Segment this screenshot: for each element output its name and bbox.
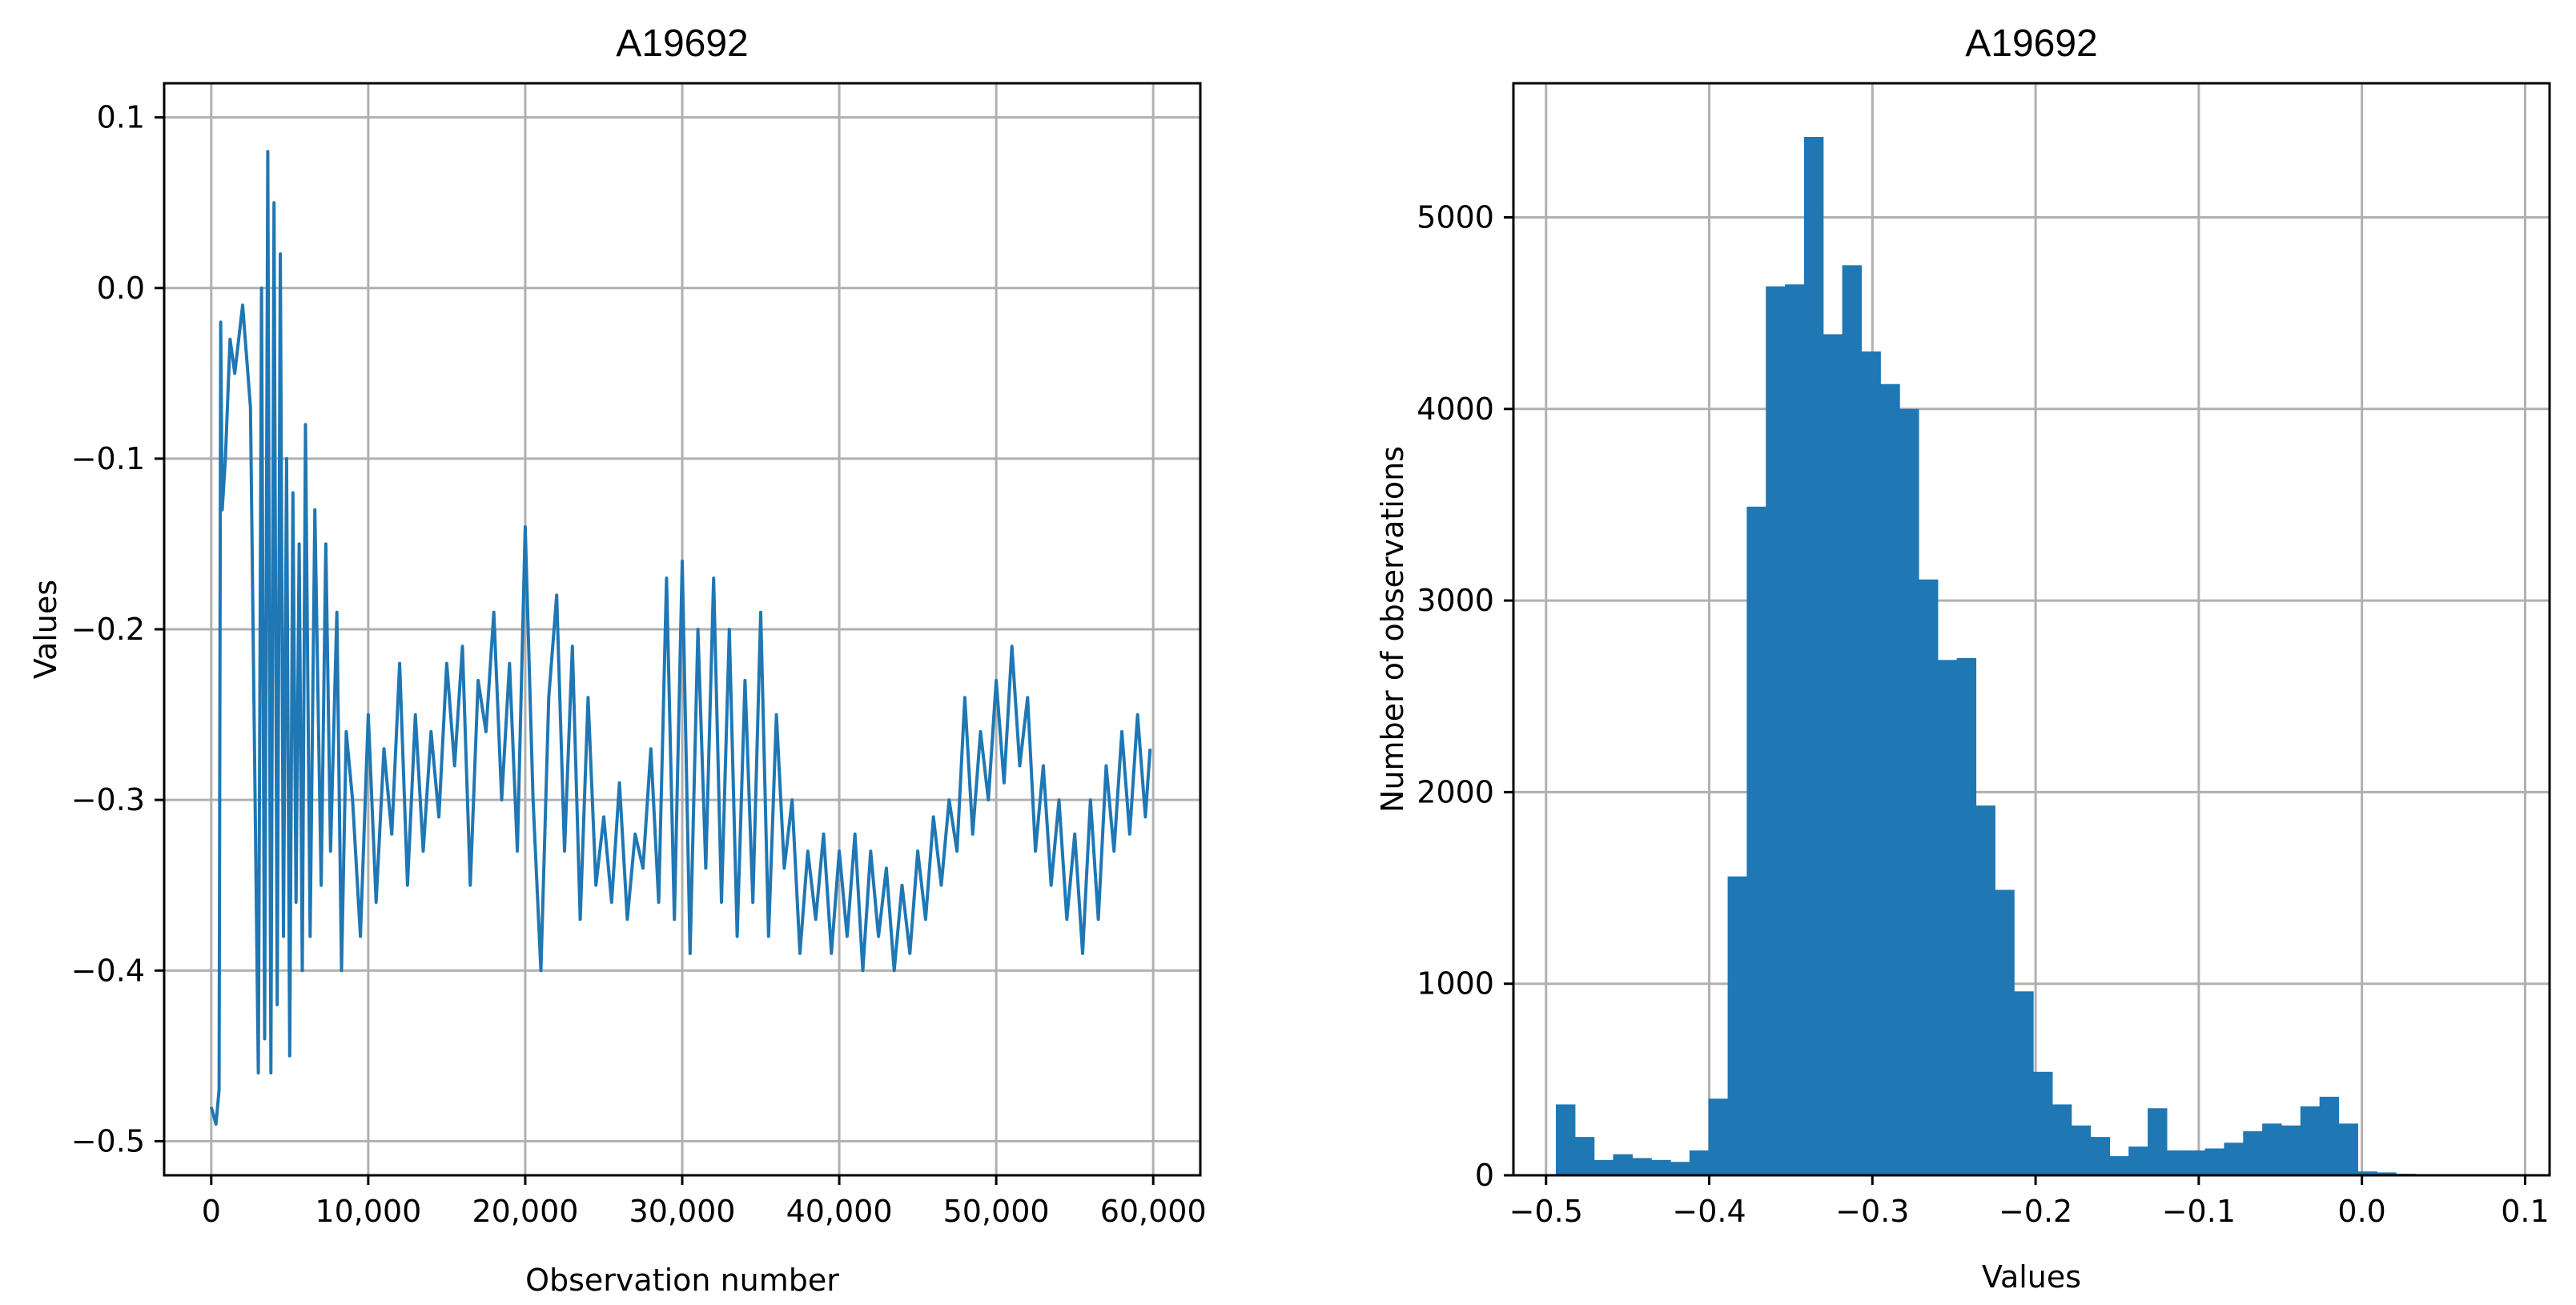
histogram-bar bbox=[2357, 1171, 2377, 1175]
line-chart-x-label: Observation number bbox=[525, 1263, 839, 1298]
histogram-bar bbox=[1842, 265, 1863, 1176]
histogram-bar bbox=[2090, 1137, 2110, 1175]
histogram-bar bbox=[2262, 1123, 2282, 1175]
histogram-bar bbox=[2033, 1071, 2053, 1175]
histogram-bar bbox=[2071, 1125, 2092, 1175]
histogram-bar bbox=[2243, 1130, 2263, 1175]
histogram-bar bbox=[2300, 1106, 2321, 1175]
histogram-bar bbox=[2185, 1150, 2206, 1175]
histogram-bar bbox=[2052, 1104, 2072, 1175]
histogram-bar bbox=[1975, 805, 1995, 1175]
histogram-bars bbox=[1555, 137, 2511, 1176]
x-tick-label: −0.2 bbox=[1999, 1194, 2072, 1229]
histogram-title: A19692 bbox=[1965, 22, 2098, 65]
x-tick-label: −0.1 bbox=[2162, 1194, 2236, 1229]
x-tick-label: 0.1 bbox=[2501, 1194, 2549, 1229]
histogram-bar bbox=[1632, 1158, 1652, 1175]
histogram-bar bbox=[1861, 351, 1881, 1175]
x-tick-label: 40,000 bbox=[786, 1194, 893, 1229]
x-tick-label: 60,000 bbox=[1100, 1194, 1207, 1229]
y-tick-label: 3000 bbox=[1417, 583, 1494, 618]
histogram-bar bbox=[1727, 876, 1747, 1175]
histogram-bar bbox=[2014, 991, 2034, 1175]
y-tick-label: −0.1 bbox=[71, 441, 145, 476]
histogram-bar bbox=[1689, 1150, 1710, 1175]
y-tick-label: 0.1 bbox=[97, 100, 145, 135]
histogram-bar bbox=[1555, 1104, 1576, 1175]
histogram-bar bbox=[1766, 286, 1786, 1175]
histogram-bar bbox=[1708, 1098, 1729, 1175]
histogram-bar bbox=[2338, 1123, 2358, 1175]
histogram-bar bbox=[1593, 1159, 1614, 1175]
histogram-bar bbox=[2166, 1150, 2187, 1175]
histogram-bar bbox=[1574, 1137, 1595, 1175]
y-tick-label: 1000 bbox=[1417, 966, 1494, 1002]
line-chart-y-ticks: −0.5 −0.4 −0.3 −0.2 −0.1 0.0 0.1 bbox=[71, 100, 164, 1158]
y-tick-label: −0.2 bbox=[71, 612, 145, 647]
histogram-bar bbox=[1670, 1162, 1690, 1175]
histogram-x-label: Values bbox=[1982, 1259, 2081, 1295]
histogram-bar bbox=[1918, 579, 1939, 1175]
histogram-panel: −0.5 −0.4 −0.3 −0.2 −0.1 0.0 0.1 0 1000 2000 3000… bbox=[1375, 22, 2551, 1295]
histogram-bar bbox=[1899, 408, 1919, 1175]
line-chart-x-ticks: 0 10,000 20,000 30,000 40,000 50,000 60,000 bbox=[202, 1175, 1207, 1229]
line-chart-title: A19692 bbox=[616, 22, 749, 65]
histogram-bar bbox=[1613, 1154, 1633, 1175]
histogram-bar bbox=[2319, 1096, 2340, 1175]
histogram-bar bbox=[1651, 1159, 1671, 1175]
histogram-bar bbox=[2109, 1156, 2129, 1175]
histogram-bar bbox=[1880, 383, 1900, 1175]
histogram-y-label: Number of observations bbox=[1375, 446, 1410, 813]
histogram-bar bbox=[1937, 660, 1958, 1175]
histogram-bar bbox=[1995, 889, 2015, 1175]
y-tick-label: 5000 bbox=[1417, 200, 1494, 235]
histogram-bar bbox=[2281, 1125, 2301, 1175]
histogram-bar bbox=[2148, 1108, 2168, 1175]
x-tick-label: −0.5 bbox=[1509, 1194, 1583, 1229]
y-tick-label: −0.4 bbox=[71, 953, 145, 988]
histogram-bar bbox=[2377, 1172, 2397, 1175]
y-tick-label: 2000 bbox=[1417, 774, 1494, 809]
histogram-bar bbox=[1746, 506, 1766, 1175]
y-tick-label: 4000 bbox=[1417, 392, 1494, 427]
x-tick-label: 10,000 bbox=[315, 1194, 421, 1229]
histogram-bar bbox=[1803, 137, 1824, 1175]
x-tick-label: −0.4 bbox=[1672, 1194, 1746, 1229]
x-tick-label: 0 bbox=[202, 1194, 221, 1229]
line-series-path bbox=[209, 150, 1152, 1126]
line-chart-panel: 0 10,000 20,000 30,000 40,000 50,000 60,000 −0… bbox=[28, 22, 1207, 1298]
x-tick-label: 50,000 bbox=[943, 1194, 1050, 1229]
x-tick-label: −0.3 bbox=[1835, 1194, 1909, 1229]
histogram-y-ticks: 0 1000 2000 3000 4000 5000 bbox=[1417, 200, 1513, 1193]
histogram-bar bbox=[2128, 1146, 2148, 1175]
line-chart-y-label: Values bbox=[28, 580, 63, 679]
line-chart-series bbox=[209, 150, 1152, 1126]
x-tick-label: 0.0 bbox=[2337, 1194, 2385, 1229]
histogram-bar bbox=[1785, 284, 1805, 1175]
x-tick-label: 30,000 bbox=[629, 1194, 736, 1229]
y-tick-label: 0.0 bbox=[97, 271, 145, 306]
histogram-bar bbox=[2224, 1142, 2244, 1175]
histogram-frame bbox=[1512, 82, 2551, 1177]
histogram-bar bbox=[2204, 1148, 2225, 1175]
histogram-bar bbox=[1956, 657, 1977, 1175]
y-tick-label: −0.3 bbox=[71, 782, 145, 817]
y-tick-label: −0.5 bbox=[71, 1123, 145, 1158]
histogram-x-ticks: −0.5 −0.4 −0.3 −0.2 −0.1 0.0 0.1 bbox=[1509, 1175, 2550, 1229]
x-tick-label: 20,000 bbox=[472, 1194, 578, 1229]
histogram-bar bbox=[1822, 334, 1843, 1176]
y-tick-label: 0 bbox=[1475, 1158, 1494, 1193]
